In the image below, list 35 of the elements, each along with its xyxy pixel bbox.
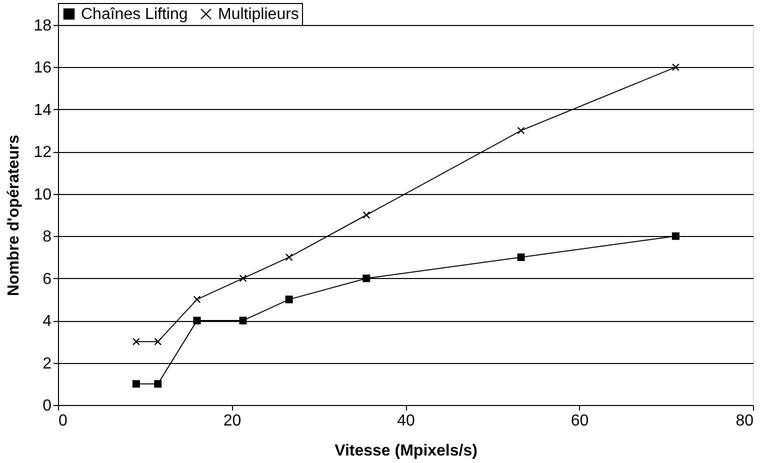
point bbox=[132, 380, 140, 388]
y-tick-label: 16 bbox=[34, 60, 52, 77]
x-tick-label: 80 bbox=[736, 412, 754, 430]
x-tick-label: 60 bbox=[570, 412, 589, 430]
point bbox=[517, 126, 525, 134]
y-tick-label: 10 bbox=[34, 186, 52, 204]
point bbox=[193, 316, 201, 324]
point bbox=[672, 232, 680, 240]
y-tick-label: 0 bbox=[42, 398, 52, 414]
x-tick-label: 20 bbox=[223, 412, 242, 430]
point bbox=[132, 338, 140, 346]
y-tick-label: 6 bbox=[42, 270, 52, 288]
point bbox=[362, 211, 370, 219]
x-axis-title: Vitesse (Mpixels/s) bbox=[334, 442, 478, 460]
y-tick-label: 2 bbox=[42, 355, 52, 372]
point bbox=[154, 380, 162, 388]
point bbox=[285, 253, 293, 261]
y-tick-label: 4 bbox=[42, 313, 52, 330]
y-axis-title: Nombre d'opérateurs bbox=[6, 134, 23, 296]
y-tick-label: 18 bbox=[34, 18, 52, 34]
point bbox=[239, 274, 247, 282]
point bbox=[517, 253, 525, 261]
y-tick-label: 12 bbox=[34, 144, 52, 162]
x-tick-label: 0 bbox=[58, 412, 68, 430]
legend-label: Chaînes Lifting bbox=[81, 6, 188, 23]
y-tick-label: 14 bbox=[34, 102, 52, 119]
point bbox=[285, 296, 293, 304]
point bbox=[239, 316, 247, 324]
x-tick-label: 40 bbox=[397, 412, 415, 430]
point bbox=[672, 63, 680, 71]
point bbox=[362, 274, 370, 282]
point bbox=[193, 296, 201, 304]
y-tick-label: 8 bbox=[42, 228, 52, 246]
legend-label: Multiplieurs bbox=[218, 6, 299, 23]
point bbox=[154, 338, 162, 346]
